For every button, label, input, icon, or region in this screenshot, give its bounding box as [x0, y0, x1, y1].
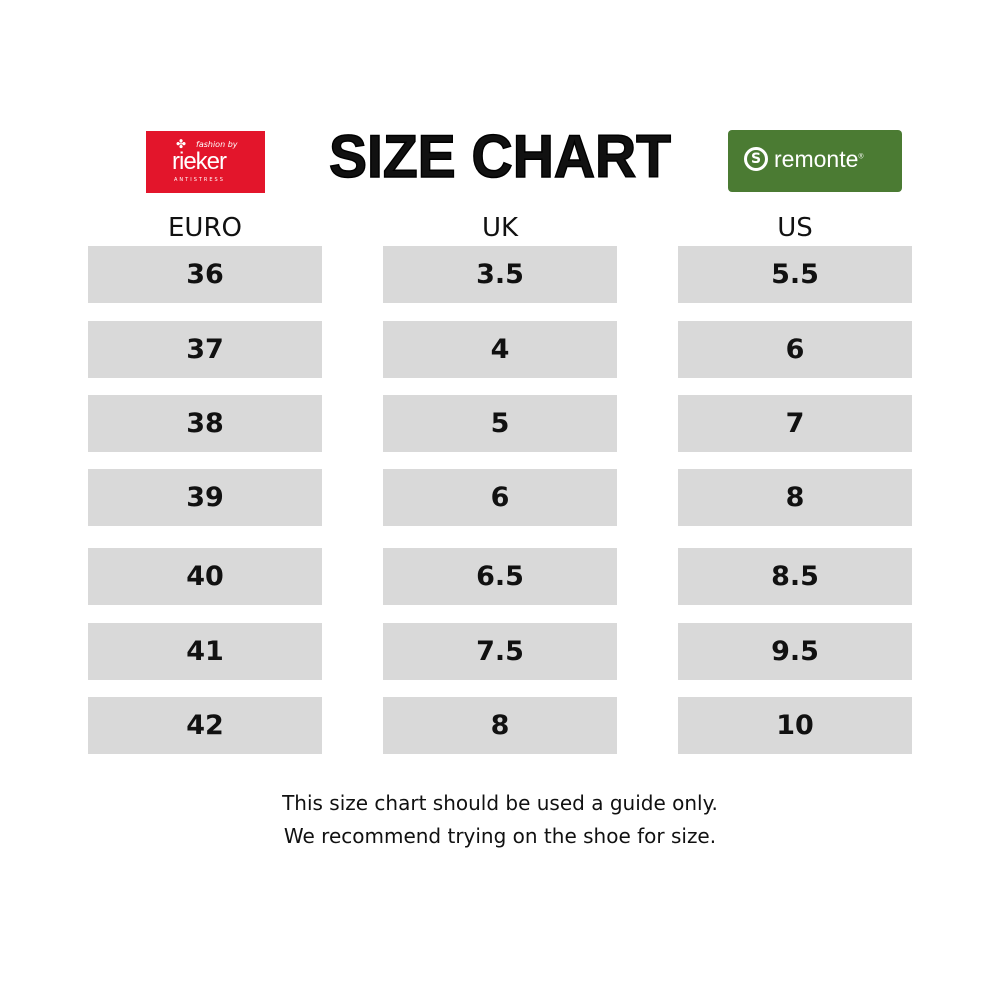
size-cell: 40: [88, 548, 322, 605]
size-cell: 8: [678, 469, 912, 526]
page-title: SIZE CHART: [328, 122, 671, 191]
logo-brand: remonte: [774, 146, 859, 172]
logo-tagline: fashion by: [196, 140, 238, 149]
rieker-logo: ✤ fashion by rieker ANTISTRESS: [146, 131, 265, 193]
size-cell: 9.5: [678, 623, 912, 680]
column-header: EURO: [168, 213, 242, 243]
disclaimer-line-1: This size chart should be used a guide o…: [282, 791, 718, 815]
size-cell: 37: [88, 321, 322, 378]
logo-subline: ANTISTRESS: [174, 177, 225, 183]
remonte-swirl-icon: S: [744, 147, 768, 171]
size-cell: 36: [88, 246, 322, 303]
column-header: UK: [481, 213, 519, 243]
size-cell: 6: [678, 321, 912, 378]
size-cell: 5.5: [678, 246, 912, 303]
size-column-us: US 5.5 6 7 8 8.5 9.5 10: [678, 210, 912, 754]
size-cell: 38: [88, 395, 322, 452]
size-column-uk: UK 3.5 4 5 6 6.5 7.5 8: [383, 210, 617, 754]
size-cell: 42: [88, 697, 322, 754]
size-cell: 10: [678, 697, 912, 754]
size-cell: 7: [678, 395, 912, 452]
size-cell: 8.5: [678, 548, 912, 605]
remonte-logo: S remonte®: [728, 130, 902, 192]
leaf-icon: ✤: [176, 137, 187, 151]
size-cell: 5: [383, 395, 617, 452]
disclaimer-line-2: We recommend trying on the shoe for size…: [283, 824, 717, 848]
size-cell: 6: [383, 469, 617, 526]
size-cell: 41: [88, 623, 322, 680]
registered-mark: ®: [858, 153, 864, 161]
size-cell: 6.5: [383, 548, 617, 605]
disclaimer: This size chart should be used a guide o…: [0, 787, 1000, 853]
size-cell: 39: [88, 469, 322, 526]
size-cell: 7.5: [383, 623, 617, 680]
size-cell: 8: [383, 697, 617, 754]
logo-brand: rieker: [172, 148, 227, 175]
column-header: US: [777, 213, 813, 243]
size-column-euro: EURO 36 37 38 39 40 41 42: [88, 210, 322, 754]
size-cell: 3.5: [383, 246, 617, 303]
size-cell: 4: [383, 321, 617, 378]
